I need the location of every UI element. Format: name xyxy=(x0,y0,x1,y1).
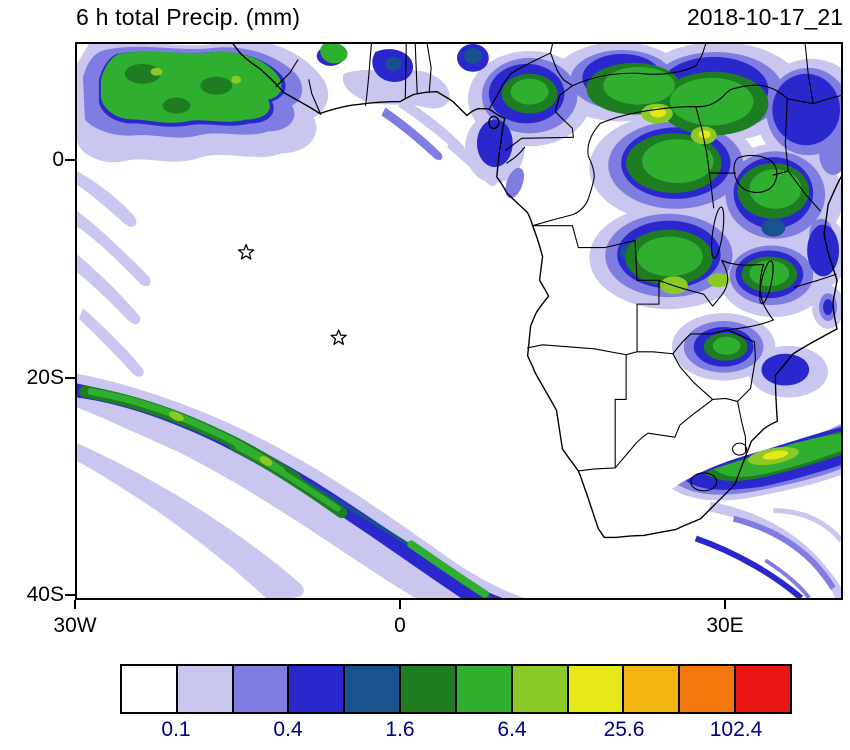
colorbar-label-102.4: 102.4 xyxy=(709,718,763,741)
plot-title: 6 h total Precip. (mm) xyxy=(76,4,301,30)
colorbar-cell-3 xyxy=(287,666,344,712)
precip-map-svg xyxy=(77,44,841,598)
lakes xyxy=(710,154,778,305)
colorbar-labels: 0.1 0.4 1.6 6.4 25.6 102.4 xyxy=(120,718,792,744)
y-axis-label-eq: 0 xyxy=(52,148,64,171)
colorbar-cell-8 xyxy=(566,666,623,712)
colorbar-cell-7 xyxy=(510,666,567,712)
colorbar-cell-10 xyxy=(678,666,735,712)
colorbar-label-6.4: 6.4 xyxy=(497,718,527,741)
plot-datetime: 2018-10-17_21 xyxy=(686,4,843,30)
colorbar-label-0.1: 0.1 xyxy=(161,718,191,741)
x-tick-30e xyxy=(724,600,726,609)
star-marker-1 xyxy=(237,243,255,260)
colorbar-cell-4 xyxy=(343,666,400,712)
map-plot xyxy=(75,42,843,600)
colorbar-label-1.6: 1.6 xyxy=(385,718,415,741)
y-axis-label-40s: 40S xyxy=(26,583,64,606)
colorbar-cell-11 xyxy=(734,666,790,712)
star-marker-2 xyxy=(330,329,347,345)
y-tick-eq xyxy=(65,159,75,161)
colorbar-cell-5 xyxy=(399,666,455,712)
x-tick-0 xyxy=(399,600,401,609)
precip-layer-yellow xyxy=(650,107,789,460)
colorbar-label-25.6: 25.6 xyxy=(603,718,645,741)
colorbar-cell-0 xyxy=(122,666,176,712)
star-markers xyxy=(237,243,347,345)
x-axis-label-30e: 30E xyxy=(706,614,744,637)
x-axis-label-0: 0 xyxy=(394,614,406,637)
colorbar-label-0.4: 0.4 xyxy=(273,718,303,741)
y-tick-40s xyxy=(65,594,75,596)
colorbar-cell-9 xyxy=(622,666,679,712)
colorbar-cell-2 xyxy=(231,666,288,712)
colorbar-cell-1 xyxy=(175,666,232,712)
x-axis-label-30w: 30W xyxy=(53,614,97,637)
precip-layer-darkgreen-swirls xyxy=(124,63,233,114)
country-borders xyxy=(275,44,841,492)
colorbar-cell-6 xyxy=(454,666,511,712)
colorbar xyxy=(120,664,792,714)
x-tick-30w xyxy=(74,600,76,609)
coastline xyxy=(232,44,841,539)
y-tick-20s xyxy=(65,377,75,379)
y-axis-label-20s: 20S xyxy=(26,366,64,389)
